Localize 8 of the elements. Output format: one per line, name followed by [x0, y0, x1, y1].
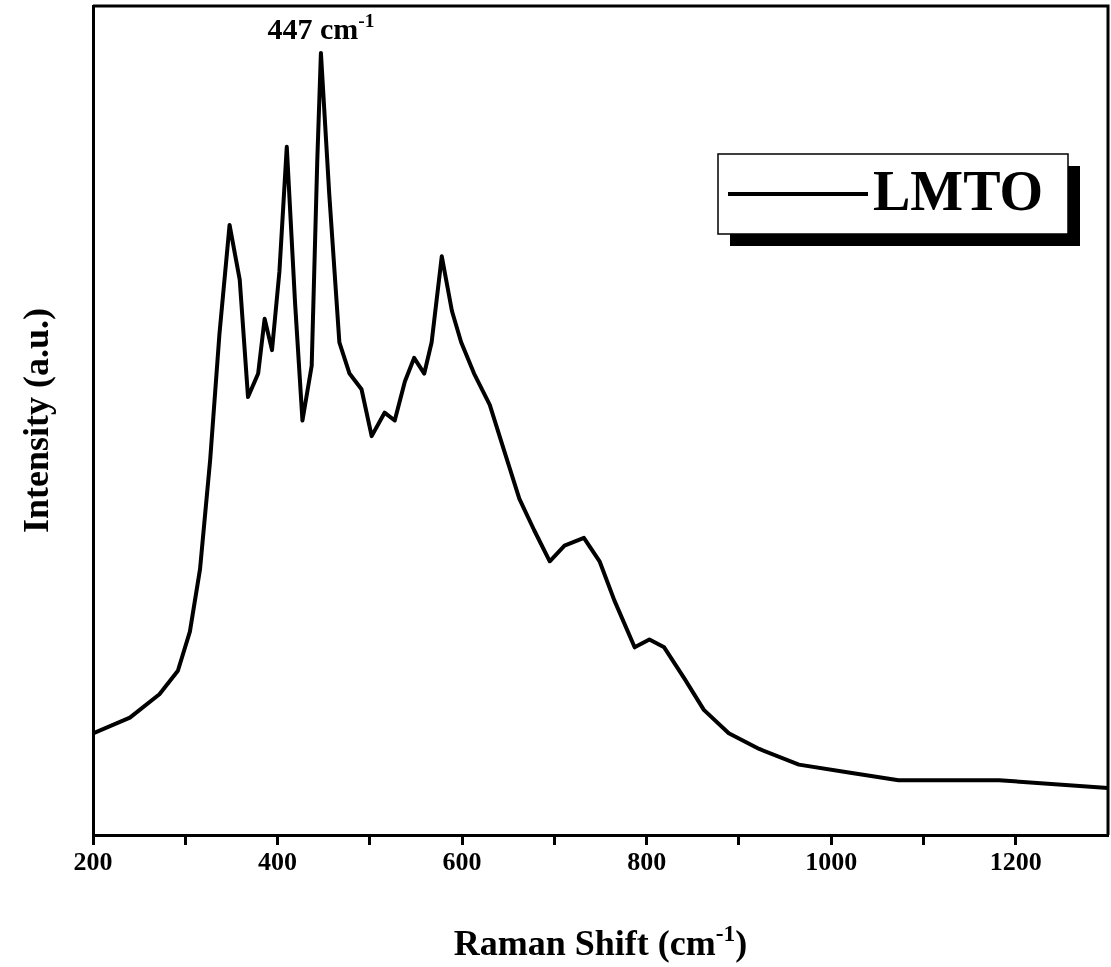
x-tick-label: 600	[442, 847, 482, 877]
x-tick-label: 1000	[805, 847, 858, 877]
x-tick-label: 400	[258, 847, 298, 877]
y-axis-title: Intensity (a.u.)	[16, 307, 56, 534]
x-tick-label: 800	[627, 847, 667, 877]
legend-label: LMTO	[873, 160, 1044, 223]
x-tick-label: 1200	[989, 847, 1042, 877]
x-tick-label: 200	[73, 847, 113, 877]
